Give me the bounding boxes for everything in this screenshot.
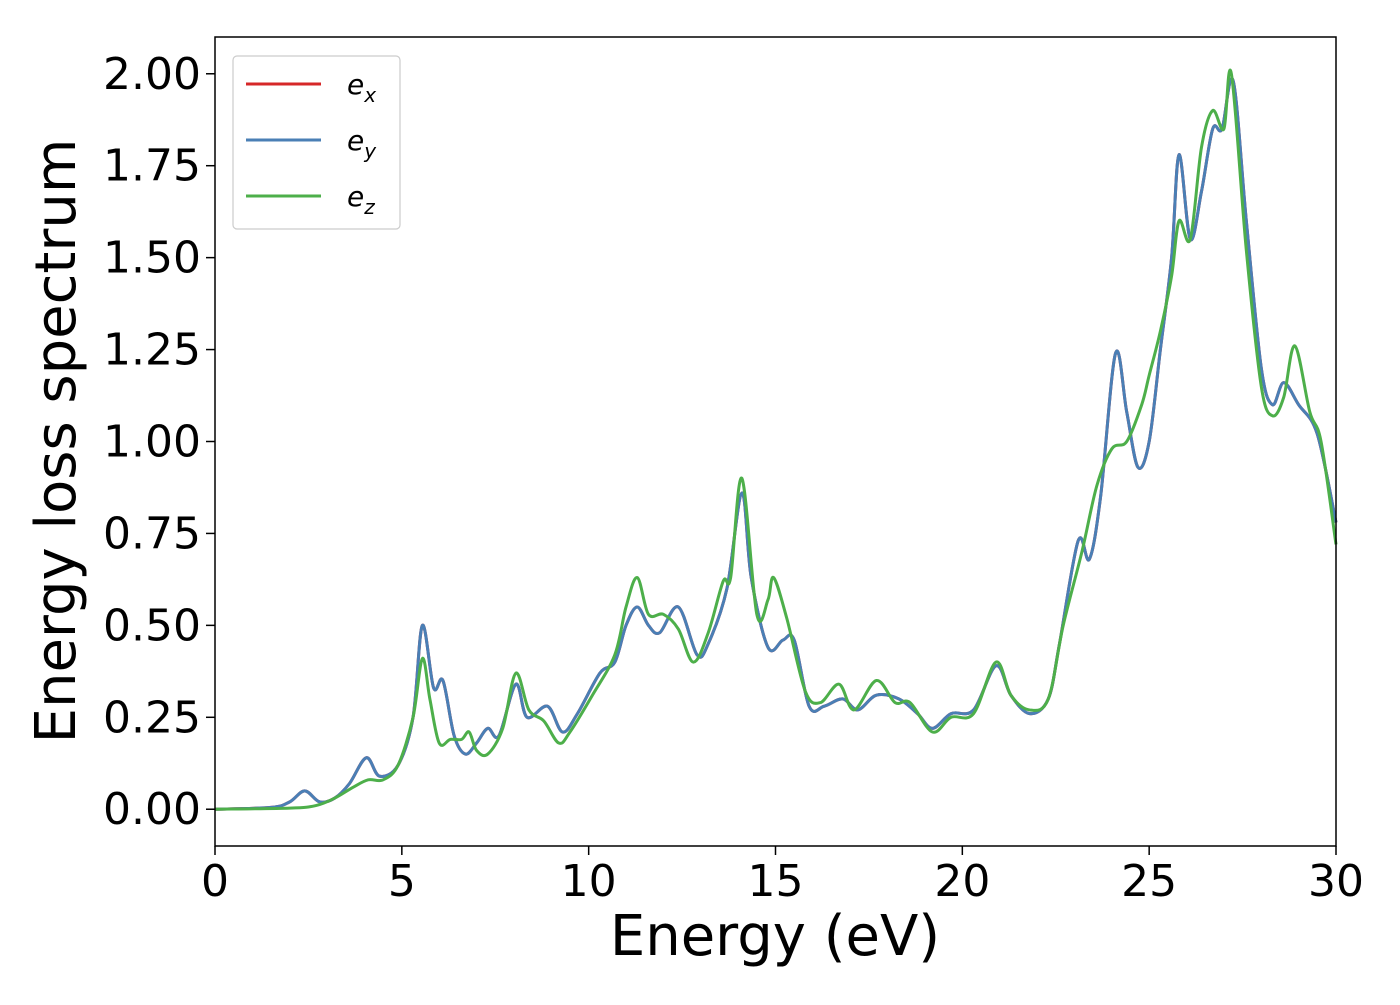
y-tick-label: 1.25 xyxy=(103,325,201,376)
x-tick-label: 20 xyxy=(934,856,990,907)
legend-frame xyxy=(232,55,401,230)
y-axis-label: Energy loss spectrum xyxy=(24,139,89,744)
y-axis: 0.00 0.25 0.50 0.75 1.00 1.25 1.50 1.75 2.00 xyxy=(103,49,215,835)
y-tick-label: 2.00 xyxy=(103,49,201,100)
x-tick-label: 15 xyxy=(748,856,804,907)
x-axis: 0 5 10 15 20 25 30 xyxy=(201,846,1364,907)
y-tick-label: 0.00 xyxy=(103,784,201,835)
x-axis-label: Energy (eV) xyxy=(610,904,940,969)
y-tick-label: 0.50 xyxy=(103,600,201,651)
y-tick-label: 0.25 xyxy=(103,692,201,743)
y-tick-label: 0.75 xyxy=(103,508,201,559)
y-tick-label: 1.75 xyxy=(103,141,201,192)
x-tick-label: 5 xyxy=(388,856,416,907)
x-tick-label: 30 xyxy=(1308,856,1364,907)
x-tick-label: 0 xyxy=(201,856,229,907)
y-tick-label: 1.50 xyxy=(103,233,201,284)
x-tick-label: 10 xyxy=(561,856,617,907)
y-tick-label: 1.00 xyxy=(103,417,201,468)
series-line-e-z xyxy=(214,68,1338,811)
legend-label-e-y: ey xyxy=(347,124,377,163)
x-tick-label: 25 xyxy=(1121,856,1177,907)
series-layer xyxy=(214,68,1338,811)
